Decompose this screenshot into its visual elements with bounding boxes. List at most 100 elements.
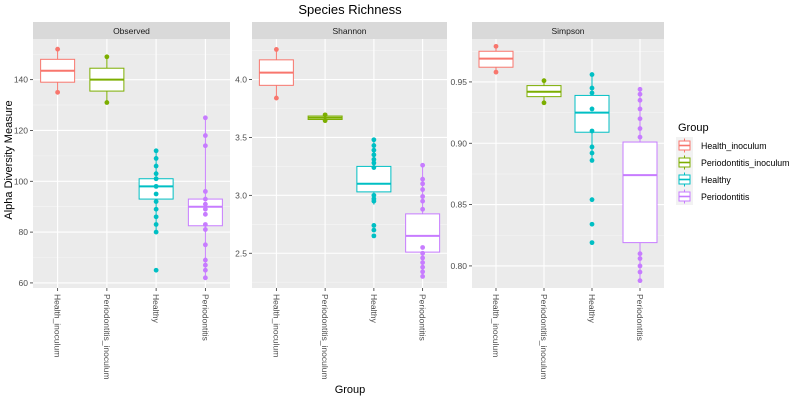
x-tick-label: Healthy	[587, 294, 597, 324]
data-point	[153, 214, 159, 220]
data-point	[322, 112, 328, 118]
legend-label: Periodontitis_inoculum	[701, 158, 790, 168]
data-point	[420, 206, 426, 212]
data-point	[420, 181, 426, 187]
data-point	[589, 150, 595, 156]
data-point	[153, 229, 159, 235]
data-point	[202, 143, 208, 149]
x-tick-label: Periodontitis_inoculum	[320, 294, 330, 380]
y-tick-label: 3.0	[235, 190, 247, 200]
data-point	[153, 222, 159, 227]
panel-simpson: 0.80 0.85 0.90 0.95 Health_inoculum Periodont…	[450, 22, 664, 380]
data-point	[637, 116, 643, 122]
data-point	[371, 160, 377, 166]
panel-strip-label: Observed	[113, 26, 150, 36]
data-point	[589, 90, 595, 96]
data-point	[202, 133, 208, 138]
data-point	[202, 267, 208, 273]
data-point	[637, 256, 643, 261]
y-tick-label: 100	[14, 176, 28, 186]
data-point	[589, 240, 595, 246]
legend-label: Healthy	[701, 175, 731, 185]
x-tick-label: Health_inoculum	[491, 294, 501, 357]
data-point	[322, 118, 328, 124]
y-tick-label: 0.90	[450, 138, 467, 148]
y-tick-label: 60	[19, 278, 29, 288]
data-point	[371, 223, 377, 228]
data-point	[153, 176, 159, 182]
y-tick-label: 2.5	[235, 248, 247, 258]
legend-entry-healthy: Healthy	[676, 171, 731, 188]
data-point	[371, 198, 377, 204]
data-point	[371, 233, 377, 239]
data-point	[202, 196, 208, 202]
data-point	[202, 275, 208, 281]
x-tick-label: Periodontitis	[635, 294, 645, 341]
data-point	[637, 134, 643, 140]
data-point	[420, 274, 426, 279]
panel-strip-label: Simpson	[551, 26, 584, 36]
data-point	[202, 222, 208, 227]
data-point	[202, 242, 208, 248]
data-point	[420, 245, 426, 250]
legend-label: Periodontitis	[701, 192, 750, 202]
y-tick-label: 0.85	[450, 200, 467, 210]
legend-entry-health-inoculum: Health_inoculum	[676, 137, 767, 154]
boxplot-periodontitis	[187, 115, 223, 281]
data-point	[202, 189, 208, 194]
data-point	[637, 126, 643, 131]
iqr-box	[356, 165, 392, 193]
data-point	[273, 47, 279, 52]
data-point	[420, 269, 426, 275]
data-point	[202, 115, 208, 121]
data-point	[202, 206, 208, 212]
data-point	[589, 158, 595, 163]
y-axis-label: Alpha Diversity Measure	[3, 100, 15, 219]
panel-strip-label: Shannon	[332, 26, 366, 36]
data-point	[637, 269, 643, 275]
data-point	[371, 192, 377, 198]
boxplot-periodontitis	[405, 162, 441, 279]
panel-strip	[472, 22, 664, 39]
data-point	[589, 197, 595, 203]
boxplot-health-inoculum	[478, 43, 514, 75]
y-tick-label: 0.80	[450, 261, 467, 271]
data-point	[153, 171, 159, 177]
data-point	[420, 162, 426, 168]
data-point	[420, 255, 426, 261]
data-point	[153, 206, 159, 212]
x-tick-label: Periodontitis_inoculum	[102, 294, 112, 380]
legend-title: Group	[678, 122, 709, 134]
y-tick-label: 140	[14, 75, 28, 85]
data-point	[589, 106, 595, 112]
boxplot-periodontitis-inoculum	[307, 112, 343, 124]
data-point	[371, 137, 377, 143]
x-tick-label: Healthy	[151, 294, 161, 324]
panel-strip	[252, 22, 447, 39]
boxplot-health-inoculum	[258, 47, 294, 101]
data-point	[637, 91, 643, 97]
y-tick-label: 4.0	[235, 75, 247, 85]
data-point	[637, 278, 643, 284]
data-point	[637, 97, 643, 103]
boxplot-healthy	[574, 72, 610, 246]
data-point	[371, 165, 377, 170]
data-point	[637, 86, 643, 92]
x-axis-label: Group	[335, 384, 366, 396]
data-point	[420, 187, 426, 192]
data-point	[202, 227, 208, 232]
y-tick-label: 0.95	[450, 77, 467, 87]
legend: Group Health_inoculum Periodontitis_inocu…	[676, 122, 790, 205]
data-point	[420, 176, 426, 182]
y-tick-label: 80	[19, 227, 29, 237]
data-point	[493, 69, 499, 75]
data-point	[371, 143, 377, 148]
x-tick-label: Periodontitis	[418, 294, 428, 341]
chart-title: Species Richness	[298, 2, 402, 17]
data-point	[153, 156, 159, 161]
data-point	[153, 191, 159, 197]
panel-shannon: 2.5 3.0 3.5 4.0 Health_inoculum Periodontitis…	[235, 22, 447, 380]
data-point	[202, 257, 208, 263]
